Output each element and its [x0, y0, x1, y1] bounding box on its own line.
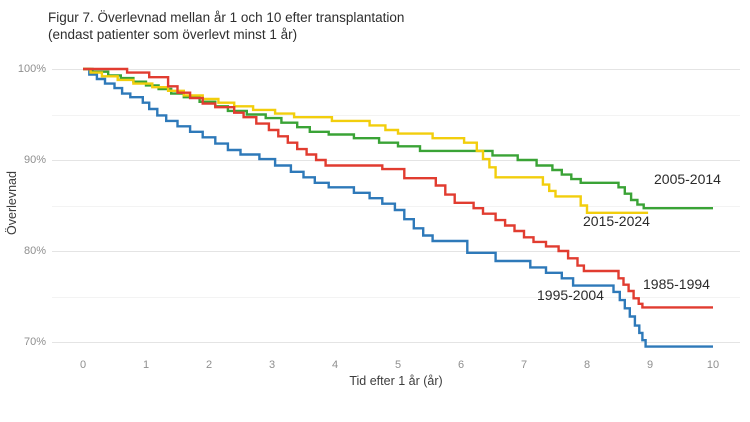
x-axis-title: Tid efter 1 år (år) — [349, 374, 443, 388]
gridline-70 — [52, 342, 740, 343]
series-line-2015-2024 — [83, 67, 649, 214]
series-label-2005-2014: 2005-2014 — [654, 171, 721, 187]
chart-title-line1: Figur 7. Överlevnad mellan år 1 och 10 e… — [48, 10, 405, 25]
gridline-minor-75 — [52, 297, 740, 298]
y-tick-label-100: 100% — [17, 63, 46, 75]
series-label-1995-2004: 1995-2004 — [537, 287, 604, 303]
gridline-minor-95 — [52, 115, 740, 116]
y-tick-label-90: 90% — [23, 154, 46, 166]
x-tick-label-7: 7 — [520, 359, 528, 371]
chart-title: Figur 7. Överlevnad mellan år 1 och 10 e… — [48, 9, 608, 43]
series-line-1995-2004 — [83, 67, 713, 348]
series-label-1985-1994: 1985-1994 — [643, 276, 710, 292]
x-tick-label-4: 4 — [331, 359, 339, 371]
gridline-80 — [52, 251, 740, 252]
series-line-1985-1994 — [83, 67, 713, 309]
gridline-90 — [52, 160, 740, 161]
x-tick-label-3: 3 — [268, 359, 276, 371]
x-tick-label-8: 8 — [583, 359, 591, 371]
y-tick-label-80: 80% — [23, 245, 46, 257]
x-tick-label-1: 1 — [142, 359, 150, 371]
chart-title-line2: (endast patienter som överlevt minst 1 å… — [48, 27, 298, 42]
x-tick-label-10: 10 — [706, 359, 720, 371]
x-tick-label-6: 6 — [457, 359, 465, 371]
x-tick-label-2: 2 — [205, 359, 213, 371]
x-tick-label-5: 5 — [394, 359, 402, 371]
gridline-100 — [52, 69, 740, 70]
x-tick-label-9: 9 — [646, 359, 654, 371]
series-label-2015-2024: 2015-2024 — [583, 213, 650, 229]
y-tick-label-70: 70% — [23, 336, 46, 348]
x-tick-label-0: 0 — [79, 359, 87, 371]
y-axis-title: Överlevnad — [5, 171, 19, 235]
